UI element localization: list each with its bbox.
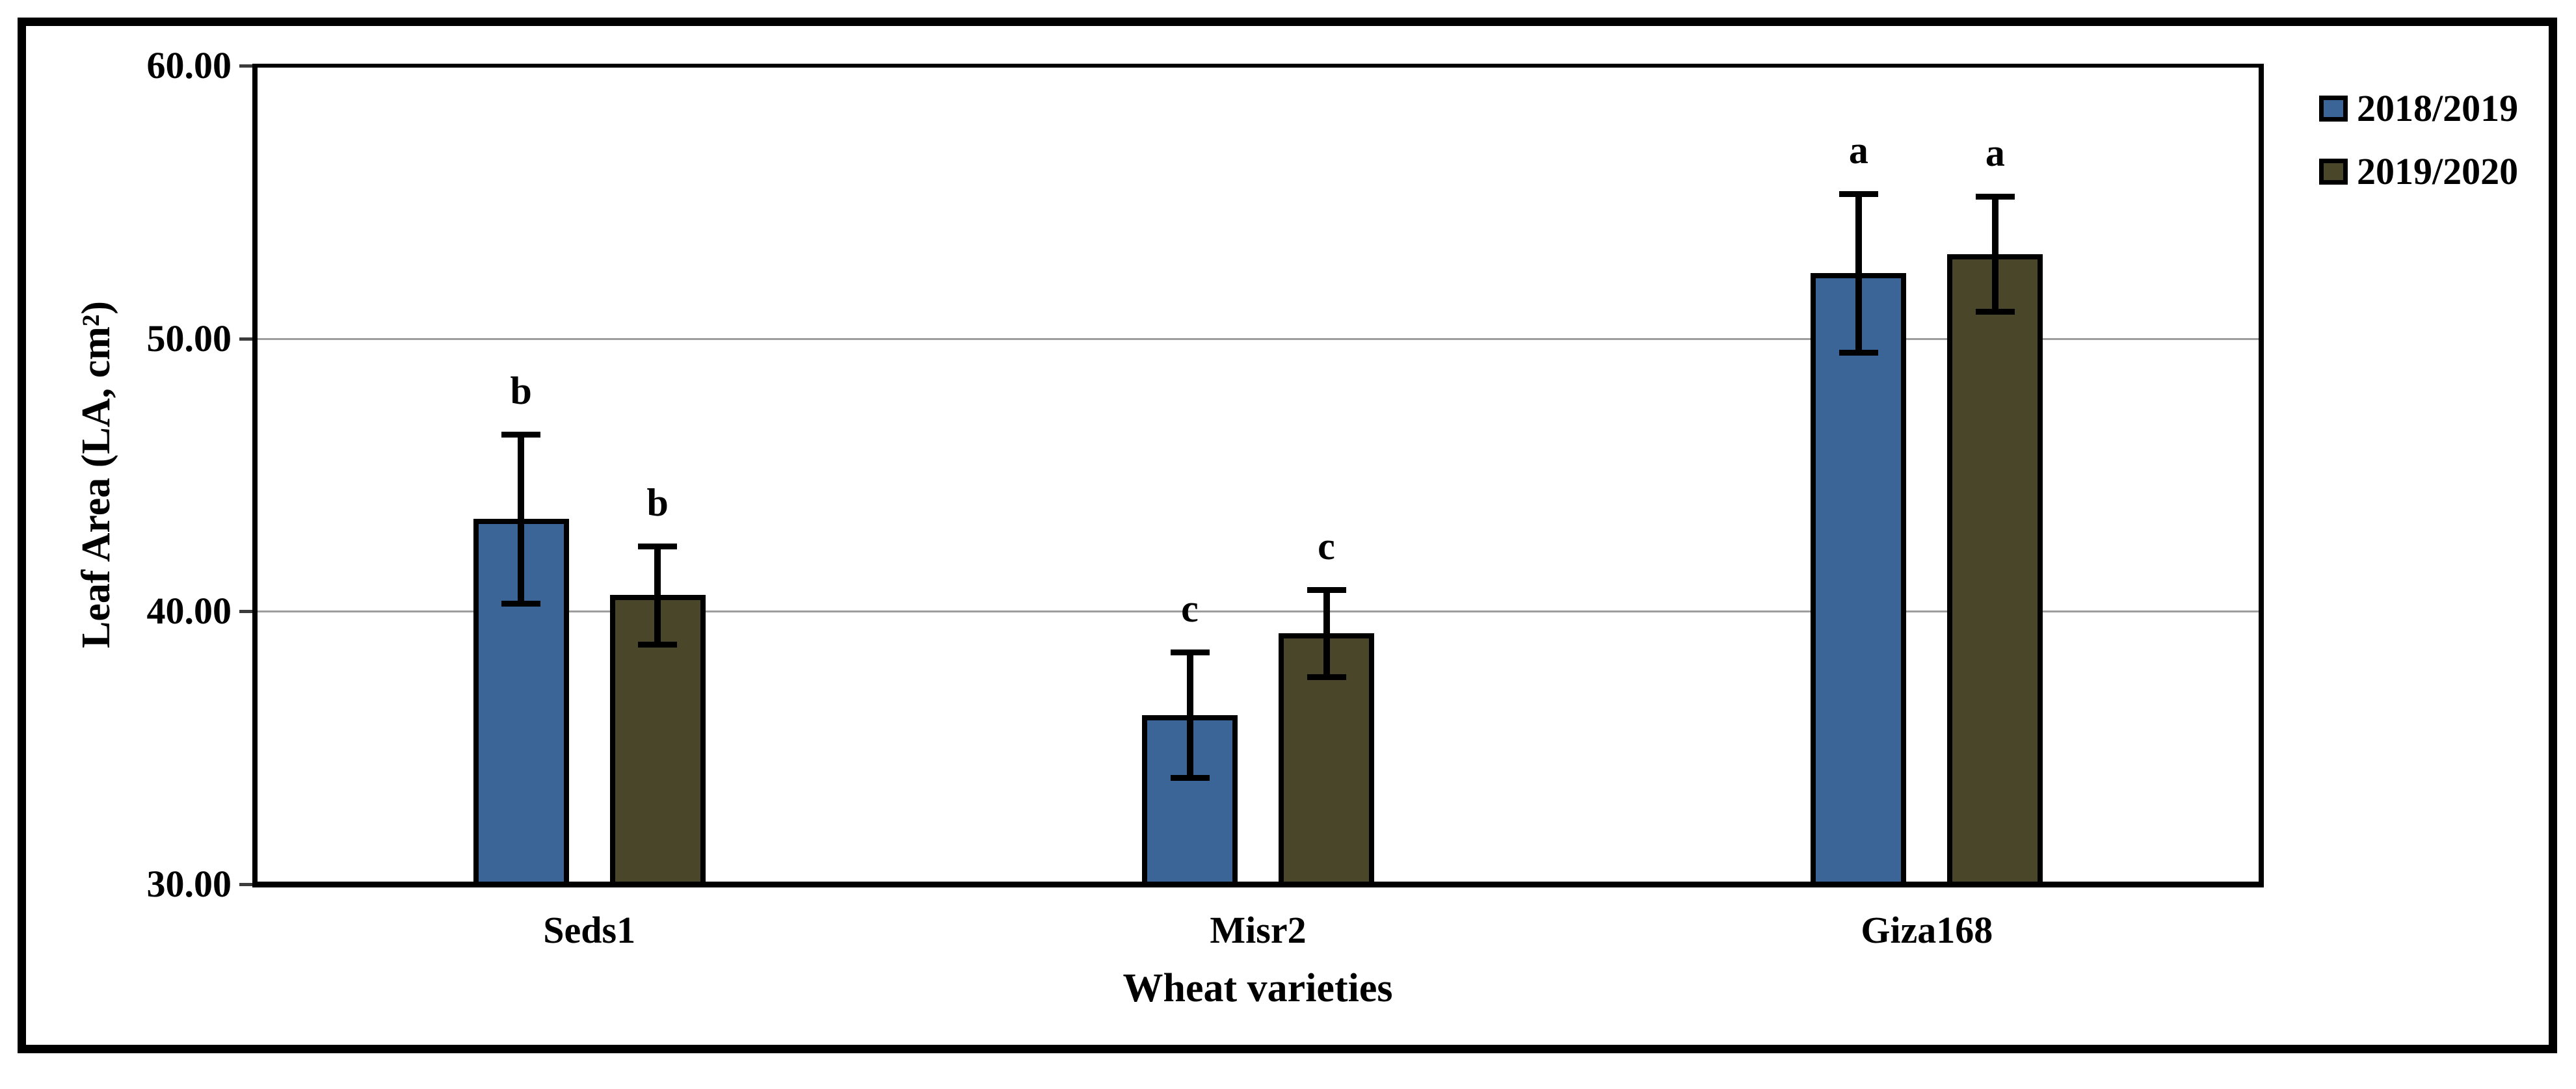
error-bar-cap-top [501, 431, 541, 438]
error-bar-line [1323, 589, 1330, 677]
error-bar-line [518, 434, 525, 603]
x-category-label: Giza168 [1861, 909, 1993, 951]
significance-letter: b [646, 480, 669, 524]
error-bar-cap-top [1170, 649, 1210, 656]
y-gridline [255, 337, 2261, 340]
error-bar-cap-bottom [1170, 775, 1210, 781]
x-category-label: Seds1 [543, 909, 636, 951]
figure-border [18, 18, 2557, 1053]
error-bar-cap-top [1839, 191, 1878, 198]
y-tick [239, 883, 255, 886]
significance-letter: c [1181, 587, 1199, 631]
x-axis-title: Wheat varieties [1122, 966, 1393, 1010]
legend-swatch-icon [2319, 95, 2348, 122]
plot-border-right [2259, 66, 2264, 887]
error-bar-line [1186, 652, 1193, 778]
bar [1947, 254, 2043, 887]
bar [1279, 633, 1374, 887]
bar [1811, 272, 1907, 887]
error-bar-line [1855, 194, 1862, 352]
legend-swatch-icon [2319, 158, 2348, 185]
significance-letter: a [1985, 131, 2005, 175]
y-tick-label: 40.00 [146, 590, 232, 633]
error-bar-cap-bottom [638, 641, 678, 648]
y-tick [239, 64, 255, 68]
legend: 2018/2019 2019/2020 [2319, 77, 2518, 203]
bar [609, 595, 706, 887]
error-bar-line [1991, 196, 1998, 311]
legend-label: 2019/2020 [2357, 150, 2519, 192]
plot-border-top [252, 64, 2264, 68]
y-tick-label: 30.00 [146, 863, 232, 905]
y-gridline [255, 610, 2261, 613]
error-bar-cap-bottom [1975, 308, 2015, 315]
y-tick-label: 60.00 [146, 44, 232, 86]
y-axis-line [252, 66, 258, 887]
x-axis-line [252, 882, 2264, 887]
y-tick [239, 337, 255, 341]
y-tick-label: 50.00 [146, 317, 232, 360]
legend-label: 2018/2019 [2357, 86, 2519, 129]
error-bar-cap-top [1975, 194, 2015, 200]
error-bar-cap-bottom [1307, 674, 1346, 681]
legend-item: 2019/2020 [2319, 140, 2518, 203]
error-bar-cap-top [638, 543, 678, 549]
significance-letter: a [1848, 129, 1868, 172]
legend-item: 2018/2019 [2319, 77, 2518, 140]
error-bar-cap-top [1307, 586, 1346, 593]
x-category-label: Misr2 [1210, 909, 1307, 951]
error-bar-cap-bottom [501, 600, 541, 607]
error-bar-cap-bottom [1839, 349, 1878, 356]
y-tick [239, 610, 255, 614]
significance-letter: c [1318, 524, 1335, 568]
error-bar-line [654, 545, 661, 644]
significance-letter: b [510, 369, 532, 412]
